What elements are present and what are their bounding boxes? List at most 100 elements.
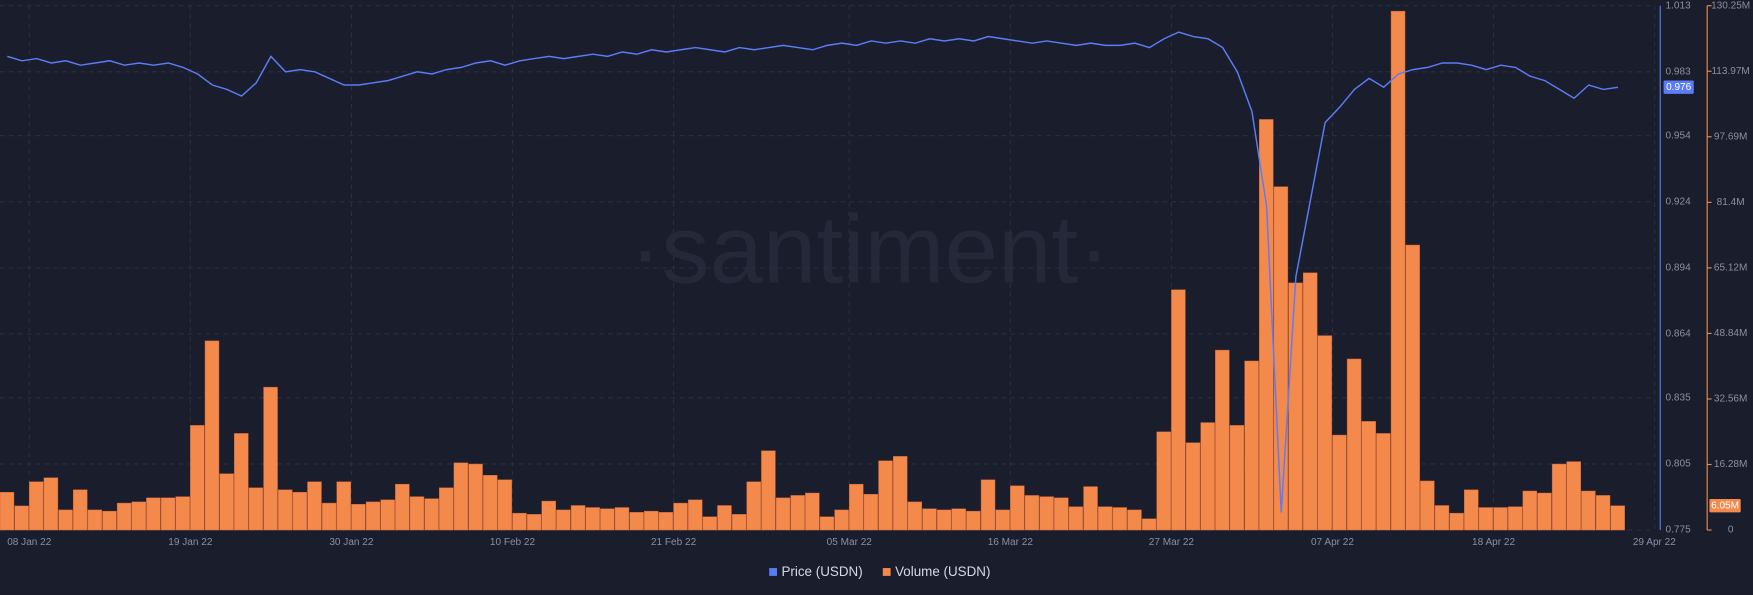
volume-bar [1493,507,1508,531]
volume-bar [1566,461,1581,531]
volume-bar [248,487,264,531]
volume-bar [58,509,73,531]
x-tick-label: 19 Jan 22 [168,537,213,548]
volume-bar [72,489,88,531]
x-tick-label: 08 Jan 22 [7,537,52,548]
volume-bar [834,509,849,531]
x-tick-label: 18 Apr 22 [1472,537,1515,548]
volume-bar [1595,495,1611,531]
volume-bar [1273,186,1289,531]
volume-bar [585,507,600,531]
legend-label[interactable]: Price (USDN) [781,564,862,579]
volume-bar [526,514,542,531]
volume-bar [1068,506,1084,531]
volume-bar [365,501,381,531]
y2-tick-label: 113.97M [1711,66,1749,77]
volume-bar [439,487,454,531]
volume-bar [541,500,556,531]
volume-bar [673,502,688,531]
price-line [7,31,1619,513]
volume-bar [936,509,952,531]
volume-bar [556,509,571,531]
legend-swatch[interactable] [882,568,891,576]
volume-bar [482,475,498,531]
y-tick-label: 0.954 [1666,130,1692,141]
volume-bar [409,496,425,531]
volume-bar [146,497,161,531]
legend-label[interactable]: Volume (USDN) [895,564,990,579]
y2-tick-label: 32.56M [1714,394,1748,405]
x-tick-label: 07 Apr 22 [1311,537,1354,548]
y2-tick-label: 81.4M [1717,197,1745,208]
volume-bar [307,481,322,531]
volume-bar [160,497,176,531]
x-tick-label: 21 Feb 22 [651,537,697,548]
volume-bar [277,489,293,531]
y-tick-label: 0.983 [1666,66,1692,77]
volume-bar [995,509,1010,531]
volume-bar [790,495,805,531]
volume-bar [644,510,659,531]
volume-bar [687,499,703,531]
volume-bar [1332,434,1347,531]
volume-bar [1185,442,1201,531]
volume-bar [1434,505,1450,531]
volume-bar [1346,358,1362,531]
y2-tick-label: 65.12M [1714,263,1748,274]
volume-bar [1112,507,1128,531]
volume-bar [395,483,410,531]
volume-bar [1464,489,1479,531]
volume-bar [219,473,234,531]
volume-bar [1229,425,1245,531]
x-tick-label: 16 Mar 22 [988,537,1034,548]
volume-bar [863,493,879,531]
volume-bar [702,516,718,531]
current-value-badge [1709,498,1741,513]
volume-bar [849,483,864,531]
volume-bar [614,507,630,531]
y-tick-label: 0.864 [1666,329,1692,340]
volume-bar [1376,433,1391,531]
volume-bar [761,450,776,531]
volume-bar [1141,518,1157,531]
volume-bar [1449,512,1464,531]
volume-bar [746,481,761,531]
volume-bar [87,509,103,531]
x-tick-label: 27 Mar 22 [1149,537,1195,548]
volume-bar [1405,244,1420,531]
volume-bar [1024,495,1040,531]
legend-swatch[interactable] [769,568,777,576]
volume-bar [190,425,205,531]
volume-bar [717,505,732,531]
volume-bar [263,386,278,531]
y2-tick-label: 97.69M [1714,131,1748,142]
current-value-label: 0.976 [1666,82,1692,93]
volume-bar [1288,282,1303,531]
volume-bar [1097,506,1113,531]
volume-bar [570,505,586,531]
volume-bar [116,502,132,531]
volume-bar [658,512,674,531]
volume-bar [204,340,220,531]
y-tick-label: 0.924 [1666,196,1692,207]
current-value-label: 6.05M [1711,500,1739,511]
volume-bar [234,433,249,531]
volume-bar [43,477,59,531]
volume-bar [1244,360,1259,531]
y2-tick-label: 16.28M [1714,459,1748,470]
y-tick-label: 0.835 [1666,393,1692,404]
volume-bar [14,505,29,531]
volume-bar [819,516,835,531]
y2-tick-label: 130.25M [1711,0,1750,11]
volume-bar [336,481,351,531]
current-value-badge [1663,80,1694,94]
volume-bar [922,508,937,531]
volume-bar [907,501,923,531]
volume-bar [29,481,44,531]
volume-bar [1507,506,1523,531]
volume-bar [878,460,893,531]
volume-bar [1522,490,1538,531]
volume-bar [629,512,644,531]
volume-bar [175,496,190,531]
